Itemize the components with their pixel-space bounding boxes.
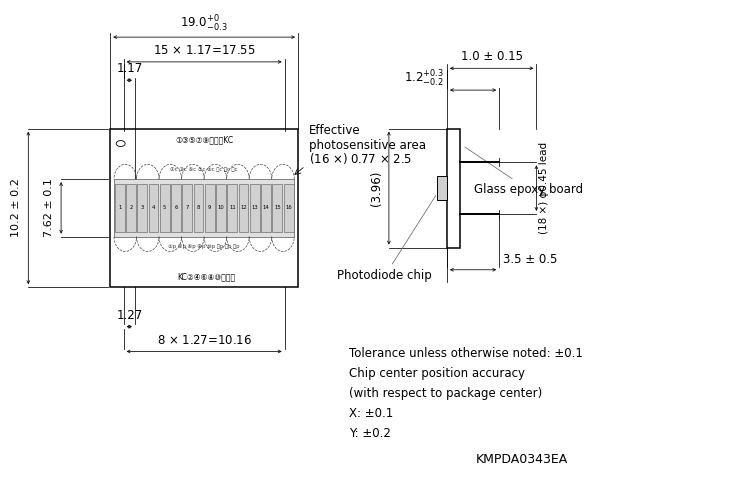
Text: Photodiode chip: Photodiode chip bbox=[337, 196, 436, 282]
Bar bbox=[250, 184, 260, 232]
Bar bbox=[115, 184, 124, 232]
Bar bbox=[273, 184, 282, 232]
Text: 12: 12 bbox=[240, 205, 247, 210]
Text: 1.17: 1.17 bbox=[116, 62, 142, 75]
Text: 4: 4 bbox=[152, 205, 155, 210]
Text: $19.0^{+0}_{-0.3}$: $19.0^{+0}_{-0.3}$ bbox=[180, 14, 228, 35]
Text: Tolerance unless otherwise noted: ±0.1: Tolerance unless otherwise noted: ±0.1 bbox=[349, 347, 583, 360]
Text: 8: 8 bbox=[197, 205, 200, 210]
Text: 5: 5 bbox=[163, 205, 166, 210]
Text: ①c ③c ⑤c ⑦c ⑨c ⑪c ⑬c ⑮c: ①c ③c ⑤c ⑦c ⑨c ⑪c ⑬c ⑮c bbox=[171, 167, 238, 172]
Bar bbox=[126, 184, 136, 232]
Bar bbox=[284, 184, 294, 232]
Bar bbox=[216, 184, 226, 232]
Text: 1: 1 bbox=[118, 205, 121, 210]
Text: KC②④⑥⑧⑩⑫⑭⑯: KC②④⑥⑧⑩⑫⑭⑯ bbox=[177, 273, 235, 282]
Text: 13: 13 bbox=[252, 205, 259, 210]
Bar bbox=[110, 129, 298, 287]
Text: 3: 3 bbox=[141, 205, 144, 210]
Text: 14: 14 bbox=[263, 205, 270, 210]
Bar bbox=[261, 184, 271, 232]
Text: 6: 6 bbox=[174, 205, 177, 210]
Text: 1.0 ± 0.15: 1.0 ± 0.15 bbox=[460, 50, 523, 63]
Text: 11: 11 bbox=[229, 205, 235, 210]
Text: KMPDA0343EA: KMPDA0343EA bbox=[475, 453, 568, 466]
Bar bbox=[159, 184, 170, 232]
Text: ②p ④p ⑥p ⑧p ⑩p ⑫p ⑭p ⑯p: ②p ④p ⑥p ⑧p ⑩p ⑫p ⑭p ⑯p bbox=[168, 244, 240, 249]
Text: (3.96): (3.96) bbox=[370, 170, 383, 206]
Text: 10.2 ± 0.2: 10.2 ± 0.2 bbox=[11, 179, 21, 237]
Bar bbox=[437, 176, 447, 200]
Text: X: ±0.1: X: ±0.1 bbox=[349, 407, 393, 420]
Text: (with respect to package center): (with respect to package center) bbox=[349, 387, 542, 400]
Bar bbox=[194, 184, 203, 232]
Text: 8 $\times$ 1.27=10.16: 8 $\times$ 1.27=10.16 bbox=[156, 334, 252, 346]
Bar bbox=[227, 184, 237, 232]
Text: Glass epoxy board: Glass epoxy board bbox=[465, 147, 583, 196]
Bar bbox=[205, 184, 215, 232]
Text: 9: 9 bbox=[208, 205, 212, 210]
Bar bbox=[148, 184, 158, 232]
Bar bbox=[238, 184, 249, 232]
Text: (18 ×) φ0.45 lead: (18 ×) φ0.45 lead bbox=[539, 142, 549, 234]
Bar bbox=[183, 184, 192, 232]
Text: (16 $\times$) 0.77 $\times$ 2.5: (16 $\times$) 0.77 $\times$ 2.5 bbox=[309, 151, 413, 166]
Text: 2: 2 bbox=[129, 205, 133, 210]
Bar bbox=[447, 129, 460, 248]
Text: 3.5 ± 0.5: 3.5 ± 0.5 bbox=[503, 253, 557, 266]
Text: Y: ±0.2: Y: ±0.2 bbox=[349, 427, 390, 440]
Text: 7.62 ± 0.1: 7.62 ± 0.1 bbox=[44, 179, 54, 237]
Text: photosensitive area: photosensitive area bbox=[309, 139, 426, 151]
Text: 1.27: 1.27 bbox=[116, 309, 142, 322]
Text: $1.2^{+0.3}_{-0.2}$: $1.2^{+0.3}_{-0.2}$ bbox=[404, 69, 444, 90]
Bar bbox=[114, 179, 294, 237]
Text: Effective: Effective bbox=[309, 124, 361, 137]
Text: ①③⑤⑦⑨⑪⑬⑮KC: ①③⑤⑦⑨⑪⑬⑮KC bbox=[175, 135, 233, 144]
Text: Chip center position accuracy: Chip center position accuracy bbox=[349, 367, 524, 380]
Text: 16: 16 bbox=[285, 205, 292, 210]
Bar bbox=[137, 184, 147, 232]
Bar bbox=[171, 184, 181, 232]
Text: 15: 15 bbox=[274, 205, 281, 210]
Text: 15 $\times$ 1.17=17.55: 15 $\times$ 1.17=17.55 bbox=[153, 44, 256, 57]
Text: 10: 10 bbox=[218, 205, 224, 210]
Text: 7: 7 bbox=[186, 205, 189, 210]
